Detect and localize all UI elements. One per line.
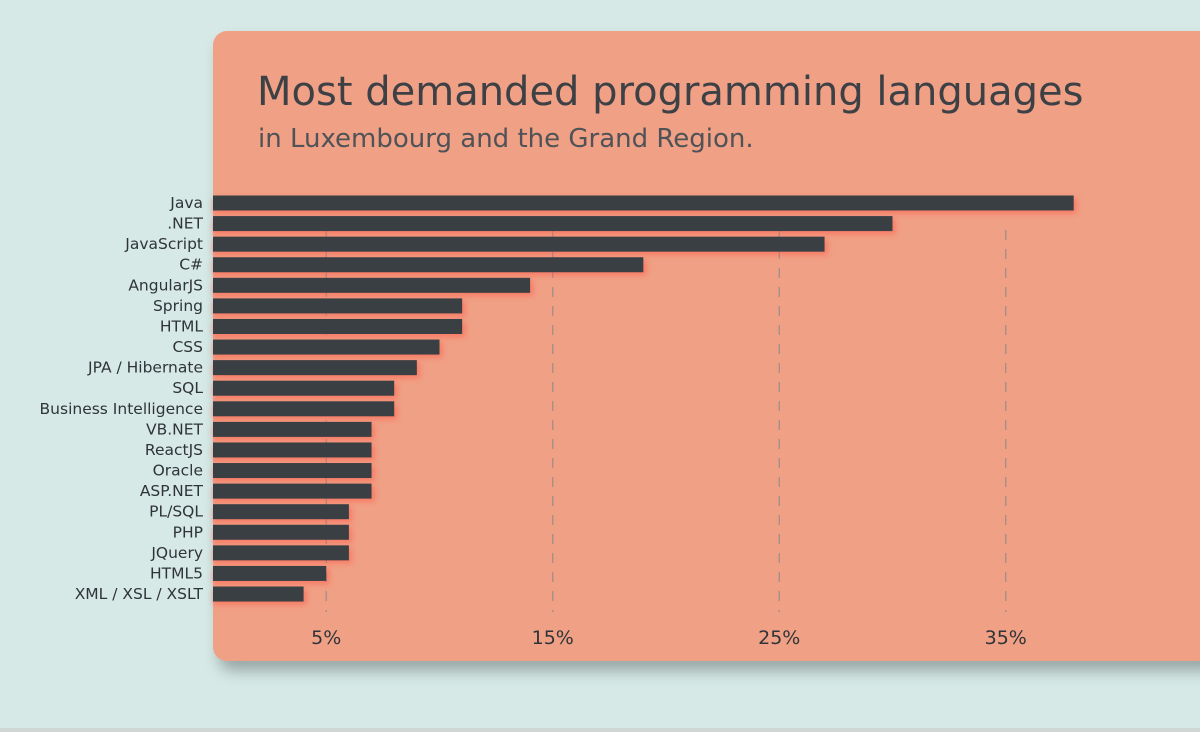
- bar-angularjs: [213, 277, 531, 293]
- category-label: Java: [169, 194, 203, 212]
- category-label: HTML: [160, 317, 203, 335]
- category-label: ASP.NET: [140, 482, 204, 500]
- bar-pl-sql: [213, 504, 349, 520]
- bar-php: [213, 524, 349, 540]
- bar-jpa-hibernate: [213, 360, 417, 376]
- category-label: .NET: [167, 215, 203, 233]
- bar-oracle: [213, 463, 372, 479]
- bar-spring: [213, 298, 463, 314]
- bar-jquery: [213, 545, 349, 561]
- x-tick-label: 5%: [311, 627, 341, 649]
- bars: [213, 195, 1077, 605]
- bar-javascript: [213, 236, 825, 252]
- category-label: Oracle: [153, 462, 203, 480]
- chart-title: Most demanded programming languages: [257, 69, 1084, 115]
- bar-c: [213, 257, 644, 273]
- category-label: PL/SQL: [149, 503, 203, 521]
- category-label: ReactJS: [145, 441, 203, 459]
- category-label: XML / XSL / XSLT: [75, 585, 204, 603]
- bar-vb-net: [213, 421, 372, 437]
- category-label: SQL: [172, 379, 203, 397]
- bar-business-intelligence: [213, 401, 395, 417]
- bar-reactjs: [213, 442, 372, 458]
- category-label: Spring: [153, 297, 203, 315]
- bar-sql: [213, 380, 395, 396]
- category-label: Business Intelligence: [40, 400, 203, 418]
- category-label: VB.NET: [146, 420, 204, 438]
- x-axis-ticks: 5% 15% 25% 35%: [311, 627, 1027, 649]
- bottom-edge: [0, 728, 1200, 732]
- category-labels: Java .NET JavaScript C# AngularJS Spring HTML C…: [40, 194, 204, 603]
- category-label: CSS: [172, 338, 203, 356]
- chart-subtitle: in Luxembourg and the Grand Region.: [258, 124, 754, 154]
- bar-xml-xsl-xslt: [213, 586, 304, 602]
- category-label: AngularJS: [128, 276, 203, 294]
- bar-css: [213, 339, 440, 355]
- bar-java: [213, 195, 1074, 211]
- category-label: JQuery: [150, 544, 203, 562]
- bar-html5: [213, 565, 327, 581]
- category-label: PHP: [173, 523, 203, 541]
- x-tick-label: 25%: [758, 627, 800, 649]
- bar-net: [213, 216, 893, 232]
- x-tick-label: 35%: [985, 627, 1027, 649]
- x-tick-label: 15%: [532, 627, 574, 649]
- bar-asp-net: [213, 483, 372, 499]
- category-label: C#: [179, 256, 203, 274]
- bar-html: [213, 318, 463, 334]
- category-label: JavaScript: [124, 235, 203, 253]
- category-label: JPA / Hibernate: [87, 359, 203, 377]
- category-label: HTML5: [150, 564, 203, 582]
